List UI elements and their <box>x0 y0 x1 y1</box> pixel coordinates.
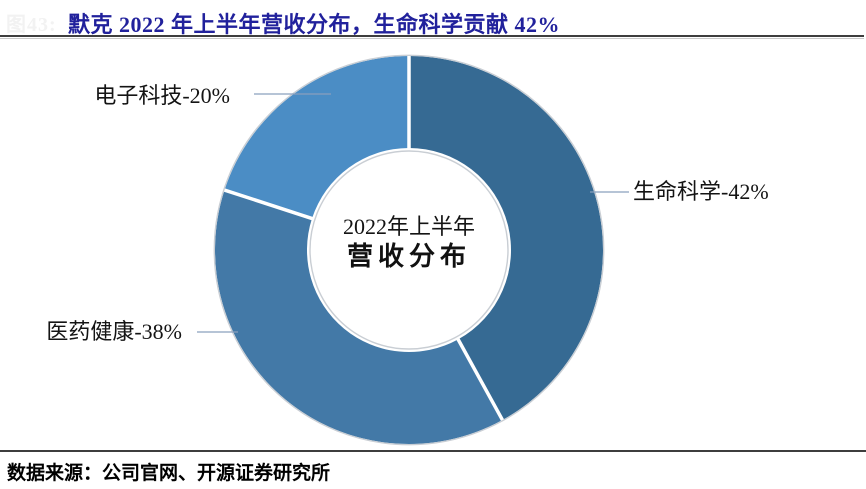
outer-rim <box>213 54 605 446</box>
title-divider-line <box>0 35 864 37</box>
title-divider-shadow <box>0 38 864 39</box>
donut-rim-outlines <box>213 54 605 446</box>
segment-divider <box>221 187 318 222</box>
figure-number-label: 图43: <box>6 14 57 36</box>
segment-divider-lines <box>221 53 506 424</box>
chart-title: 默克 2022 年上半年营收分布，生命科学贡献 42% <box>68 12 561 37</box>
donut-center-text: 2022年上半年 营收分布 <box>309 213 509 272</box>
data-source-note: 数据来源：公司官网、开源证券研究所 <box>7 463 331 484</box>
donut-segment-生命科学 <box>409 56 603 421</box>
source-divider-line <box>0 450 866 452</box>
label-healthcare: 医药健康-38% <box>46 319 182 344</box>
donut-segments <box>215 56 603 444</box>
center-text-period: 2022年上半年 <box>342 214 475 239</box>
segment-divider <box>454 334 506 424</box>
donut-segment-电子科技 <box>224 56 409 219</box>
center-text-subject: 营收分布 <box>346 242 471 271</box>
inner-rim <box>309 150 509 350</box>
donut-segment-医药健康 <box>215 190 503 444</box>
label-electronics: 电子科技-20% <box>94 83 230 108</box>
label-life-science: 生命科学-42% <box>633 179 769 204</box>
